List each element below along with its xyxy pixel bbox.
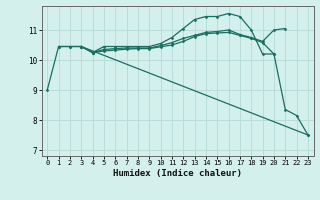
X-axis label: Humidex (Indice chaleur): Humidex (Indice chaleur) xyxy=(113,169,242,178)
